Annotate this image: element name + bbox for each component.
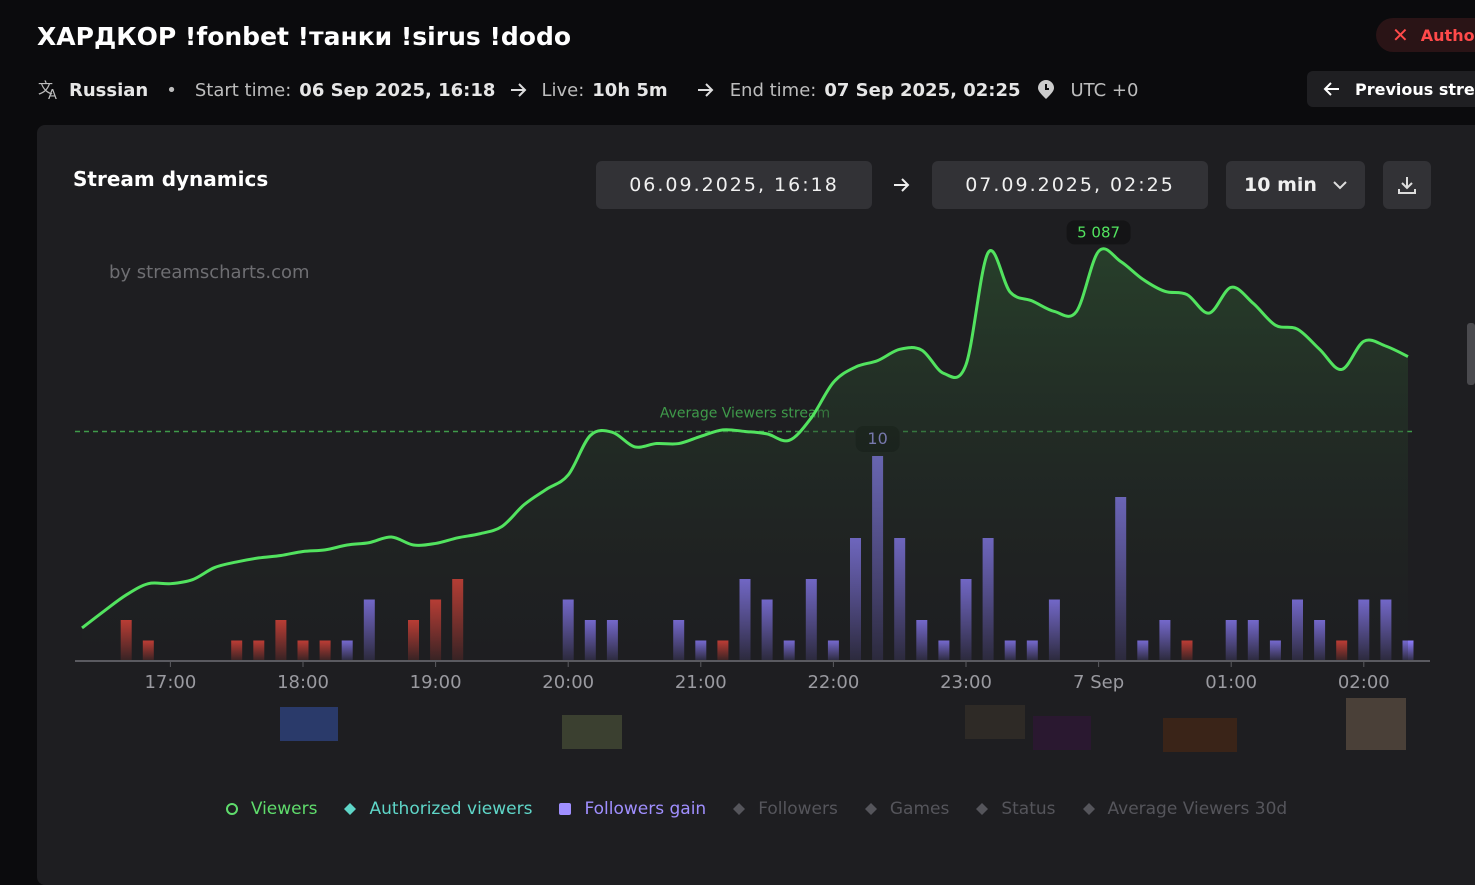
download-button[interactable]: [1383, 161, 1431, 209]
viewers-area: [82, 248, 1408, 661]
clock-icon: [1037, 80, 1054, 99]
start-time: 06 Sep 2025, 16:18: [299, 79, 496, 101]
x-tick-label: 01:00: [1205, 672, 1257, 693]
x-tick-label: 19:00: [410, 672, 462, 693]
translate-icon: 文A: [38, 79, 57, 101]
thumbnail: [1163, 718, 1237, 752]
legend-marker: [976, 803, 989, 815]
author-label: Author: [1420, 25, 1475, 45]
thumbnail: [1346, 698, 1406, 750]
thumbnail: [1033, 716, 1091, 750]
panel-title: Stream dynamics: [73, 167, 269, 191]
viewers-line: [81, 247, 1409, 630]
thumbnail: [965, 705, 1025, 739]
legend: Viewers Authorized viewers Followers gain F…: [37, 799, 1475, 819]
x-tick-label: 23:00: [940, 672, 992, 693]
legend-marker: [559, 803, 572, 815]
start-label: Start time:: [194, 79, 292, 101]
legend-label: Status: [1001, 799, 1056, 819]
legend-marker: [864, 803, 877, 815]
download-icon: [1398, 177, 1416, 194]
end-time: 07 Sep 2025, 02:25: [824, 79, 1021, 101]
peak-label: 5 087: [1077, 223, 1120, 241]
chevron: [1333, 181, 1347, 190]
legend-label: Authorized viewers: [369, 799, 533, 819]
thumbnail: [280, 707, 338, 741]
watermark: by streamscharts.com: [109, 262, 310, 283]
arrow-icon: [894, 178, 910, 192]
x-tick-label: 20:00: [542, 672, 594, 693]
legend-item[interactable]: Games: [864, 799, 949, 819]
live-label: Live:: [541, 79, 585, 101]
chart: Average Viewers stream105 08717:0018:001…: [75, 220, 1475, 752]
page: {"header": {"title": "ХАРДКОР !fonbet !т…: [37, 18, 1475, 885]
legend-marker: [344, 803, 357, 815]
legend-item[interactable]: Status: [975, 799, 1056, 819]
end-label: End time:: [729, 79, 817, 101]
back-icon: [1323, 82, 1339, 96]
legend-item[interactable]: Average Viewers 30d: [1082, 799, 1288, 819]
scrollbar[interactable]: [1467, 323, 1475, 385]
legend-label: Followers gain: [584, 799, 707, 819]
legend-label: Average Viewers 30d: [1107, 799, 1288, 819]
x-tick-label: 02:00: [1338, 672, 1390, 693]
interval: 10 min: [1244, 174, 1317, 196]
from-input[interactable]: 06.09.2025, 16:18: [596, 161, 872, 209]
x-tick-label: 17:00: [144, 672, 196, 693]
svg-text:A: A: [48, 88, 57, 101]
legend-item[interactable]: Viewers: [225, 799, 318, 819]
previous-label: Previous stream: [1355, 79, 1475, 99]
x-tick-label: 21:00: [675, 672, 727, 693]
legend-label: Followers: [758, 799, 838, 819]
stream-title: ХАРДКОР !fonbet !танки !sirus !dodo: [37, 22, 572, 51]
legend-item[interactable]: Followers: [732, 799, 838, 819]
thumbnail: [562, 715, 622, 749]
average-label: Average Viewers stream: [660, 405, 830, 421]
language: Russian: [69, 79, 149, 101]
live-duration: 10h 5m: [592, 79, 668, 101]
arrow-icon: [511, 83, 527, 97]
svg-text:文: 文: [38, 79, 53, 97]
x-tick-label: 18:00: [277, 672, 329, 693]
peak-label-box: [1066, 220, 1131, 245]
previous-stream-button[interactable]: Previous stream: [1307, 71, 1475, 107]
legend-marker: [733, 803, 746, 815]
legend-label: Games: [889, 799, 950, 819]
author-button[interactable]: ✕Author: [1376, 18, 1475, 52]
x-tick-label: 7 Sep: [1073, 672, 1124, 693]
arrow-icon: [697, 83, 714, 97]
interval-select[interactable]: 10 min: [1226, 161, 1365, 209]
timezone: UTC +0: [1070, 79, 1139, 101]
dot: •: [166, 79, 177, 101]
legend-label: Viewers: [250, 799, 318, 819]
legend-item[interactable]: Followers gain: [558, 799, 706, 819]
legend-marker: [1082, 803, 1095, 815]
legend-marker: [225, 803, 238, 815]
x-tick-label: 22:00: [807, 672, 859, 693]
to-input[interactable]: 07.09.2025, 02:25: [932, 161, 1208, 209]
legend-item[interactable]: Authorized viewers: [343, 799, 532, 819]
